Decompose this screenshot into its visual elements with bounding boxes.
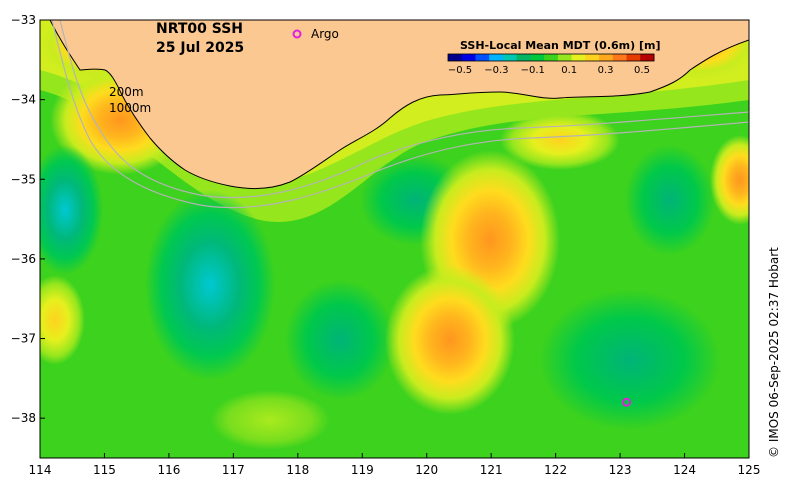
y-tick-label: −37 (11, 332, 36, 346)
colorbar-ticks: −0.5 −0.3 −0.1 0.1 0.3 0.5 (448, 65, 650, 76)
y-tick-label: −34 (11, 93, 36, 107)
colorbar: SSH-Local Mean MDT (0.6m) [m] −0.5 −0.3 −0… (447, 39, 660, 76)
x-tick-label: 123 (609, 463, 632, 477)
colorbar-swatch (544, 54, 559, 61)
map-title-product: NRT00 SSH (156, 21, 243, 37)
argo-legend-icon (292, 29, 302, 39)
colorbar-swatch (489, 54, 504, 61)
y-tick-label: −38 (11, 411, 36, 425)
x-tick-label: 116 (157, 463, 180, 477)
argo-float-marker (622, 397, 632, 407)
colorbar-swatch (571, 54, 586, 61)
land-mass (40, 20, 749, 190)
colorbar-swatches (448, 54, 655, 61)
colorbar-title: SSH-Local Mean MDT (0.6m) [m] (460, 39, 660, 52)
argo-legend-label: Argo (311, 27, 339, 41)
colorbar-swatch (640, 54, 655, 61)
colorbar-tick-label: 0.1 (561, 65, 577, 76)
x-tick-label: 125 (738, 463, 761, 477)
map-title-date: 25 Jul 2025 (156, 40, 244, 56)
isobath-label-1000m: 1000m (109, 101, 151, 115)
colorbar-tick-label: 0.5 (634, 65, 650, 76)
colorbar-swatch (448, 54, 463, 61)
colorbar-swatch (612, 54, 628, 61)
x-tick-label: 118 (286, 463, 309, 477)
x-tick-label: 124 (673, 463, 696, 477)
colorbar-swatch (530, 54, 545, 61)
y-tick-label: −36 (11, 252, 36, 266)
colorbar-tick-label: −0.1 (521, 65, 545, 76)
colorbar-swatch (557, 54, 573, 61)
colorbar-swatch (516, 54, 531, 61)
colorbar-tick-label: 0.3 (598, 65, 614, 76)
colorbar-frame (447, 53, 655, 62)
y-tick-label: −35 (11, 172, 36, 186)
colorbar-tick-label: −0.3 (484, 65, 508, 76)
x-tick-label: 120 (415, 463, 438, 477)
x-tick-label: 121 (480, 463, 503, 477)
x-axis: 114 115 116 117 118 119 120 121 122 123 124 125 (29, 453, 761, 477)
y-tick-label: −33 (11, 13, 36, 27)
isobath-lines (51, 20, 749, 209)
colorbar-swatch (461, 54, 476, 61)
colorbar-swatch (585, 54, 600, 61)
imos-credit: © IMOS 06-Sep-2025 02:37 Hobart (767, 247, 781, 458)
x-tick-label: 114 (29, 463, 52, 477)
x-tick-label: 122 (544, 463, 567, 477)
y-axis: −33 −34 −35 −36 −37 −38 (11, 13, 45, 425)
colorbar-swatch (599, 54, 614, 61)
colorbar-swatch (475, 54, 490, 61)
colorbar-swatch (502, 54, 518, 61)
isobath-label-200m: 200m (109, 85, 144, 99)
x-tick-label: 117 (222, 463, 245, 477)
x-tick-label: 119 (351, 463, 374, 477)
colorbar-tick-label: −0.5 (448, 65, 472, 76)
x-tick-label: 115 (93, 463, 116, 477)
colorbar-swatch (626, 54, 641, 61)
plot-frame (39, 19, 750, 459)
